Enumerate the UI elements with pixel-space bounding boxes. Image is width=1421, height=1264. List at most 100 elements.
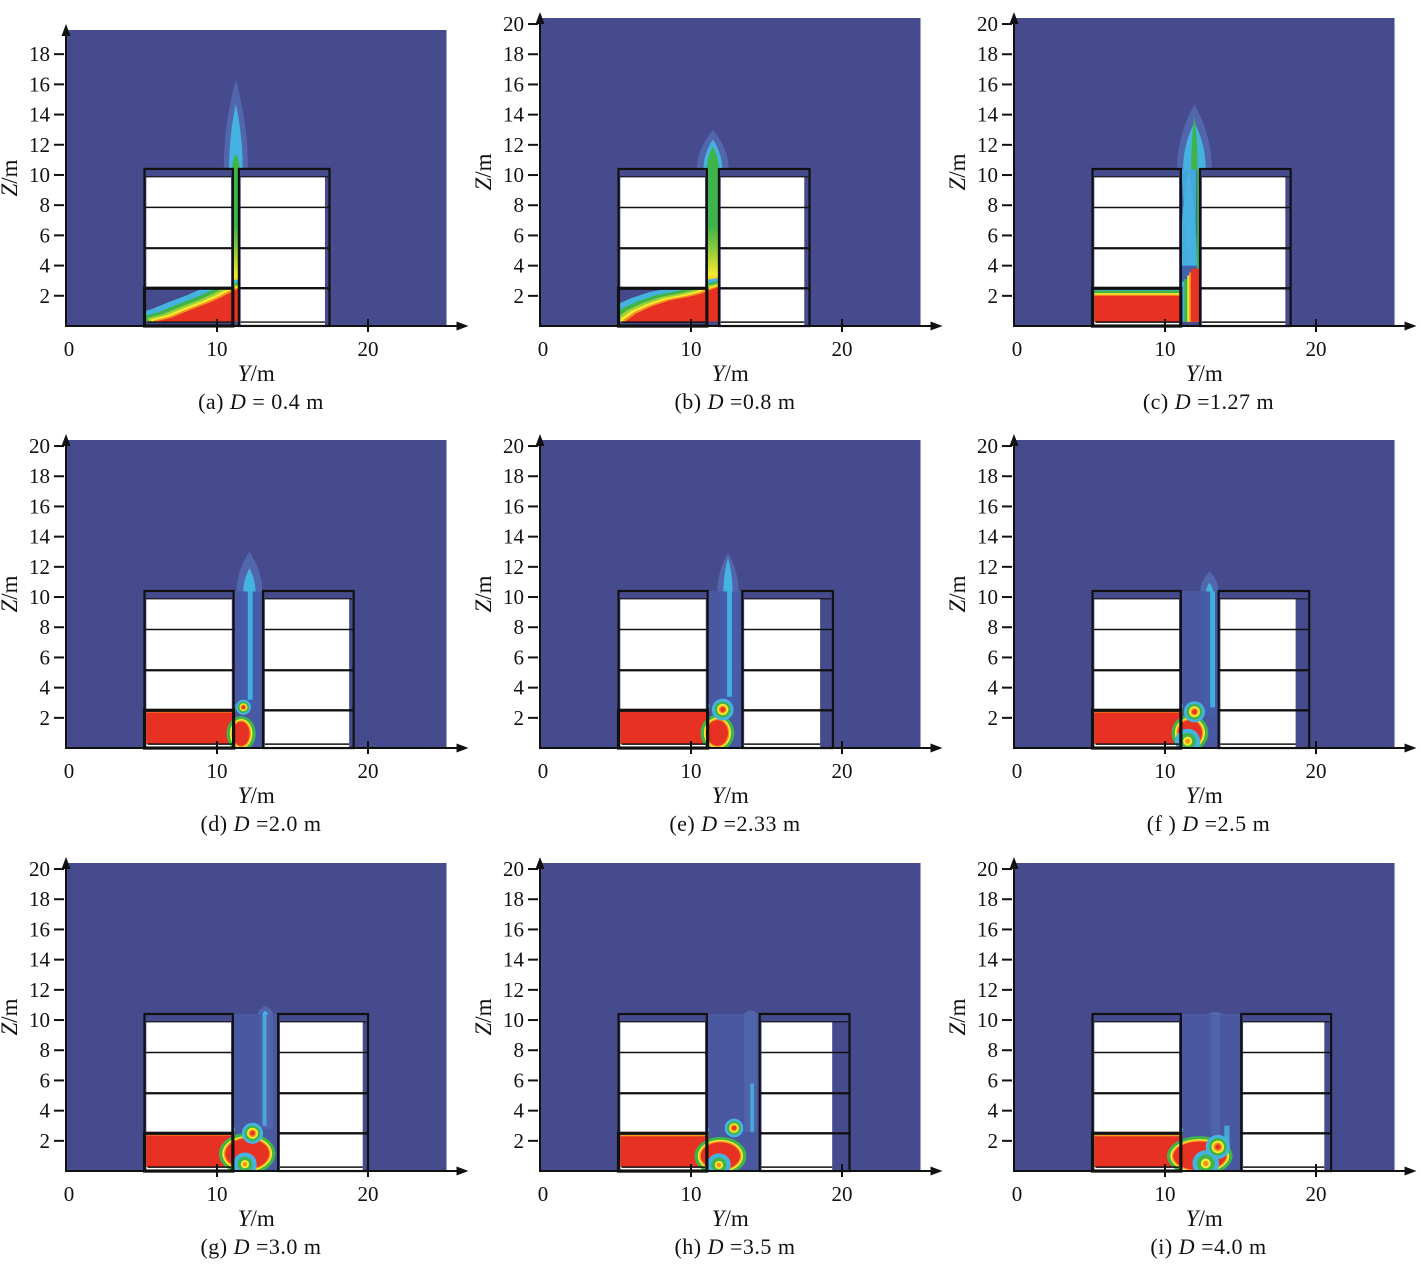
y-tick-label: 4 (40, 1099, 51, 1123)
y-tick-label: 18 (29, 464, 50, 488)
y-tick-label: 20 (29, 857, 50, 881)
y-tick-label: 8 (514, 615, 525, 639)
x-tick-label: 20 (1306, 1182, 1327, 1206)
y-tick-label: 10 (977, 585, 998, 609)
y-tick-label: 4 (988, 676, 999, 700)
x-tick-label: 20 (832, 337, 853, 361)
y-tick-label: 14 (503, 103, 525, 127)
y-tick-label: 6 (988, 1068, 999, 1092)
caption-variable: D (1178, 1234, 1196, 1259)
y-tick-label: 16 (29, 917, 50, 941)
y-axis-label: Z/m (948, 153, 970, 190)
x-tick-label: 20 (1306, 337, 1327, 361)
x-tick-label: 0 (538, 1182, 549, 1206)
y-tick-label: 16 (503, 917, 524, 941)
panel-h: 2 4 6 8 10 12 14 16 18 20 0 10 20 Y/m Z/m (h) D =3.5 m (474, 841, 948, 1264)
caption-text: (a) (198, 389, 230, 414)
y-tick-label: 2 (988, 706, 999, 730)
y-axis-label: Z/m (474, 575, 496, 612)
y-tick-label: 10 (977, 163, 998, 187)
y-tick-label: 4 (988, 254, 999, 278)
x-tick-label: 0 (1012, 759, 1023, 783)
caption-variable: D (230, 389, 247, 414)
contour-plot-g: 2 4 6 8 10 12 14 16 18 20 0 10 20 Y/m Z/m (0, 857, 469, 1231)
panel-caption-d: (d) D =2.0 m (0, 810, 474, 841)
y-tick-label: 10 (503, 163, 524, 187)
axes: 2 4 6 8 10 12 14 16 18 0 10 20 Y/m Z/m (0, 24, 469, 386)
y-tick-label: 14 (503, 525, 525, 549)
x-tick-label: 0 (64, 759, 75, 783)
y-tick-label: 8 (514, 193, 525, 217)
y-tick-label: 4 (514, 254, 525, 278)
axes: 2 4 6 8 10 12 14 16 18 20 0 10 20 Y/m Z/m (948, 434, 1417, 808)
canyon-plume (260, 1014, 273, 1129)
contour-plot-b: 2 4 6 8 10 12 14 16 18 20 0 10 20 Y/m Z/m (474, 12, 943, 386)
roof-plume (697, 129, 729, 170)
y-tick-label: 12 (503, 133, 524, 157)
x-tick-label: 10 (1155, 337, 1176, 361)
y-tick-label: 18 (503, 42, 524, 66)
y-tick-label: 4 (40, 676, 51, 700)
roof-plume (236, 551, 263, 592)
y-tick-label: 4 (514, 676, 525, 700)
x-axis-label: Y/m (238, 1206, 275, 1231)
y-tick-label: 8 (988, 193, 999, 217)
y-tick-label: 10 (503, 1008, 524, 1032)
y-tick-label: 16 (29, 494, 50, 518)
y-tick-label: 4 (514, 1099, 525, 1123)
caption-value: =3.0 m (250, 1234, 322, 1259)
y-tick-label: 16 (977, 494, 998, 518)
y-tick-label: 4 (988, 1099, 999, 1123)
fire-region (146, 279, 239, 326)
contour-plot-e: 2 4 6 8 10 12 14 16 18 20 0 10 20 Y/m Z/m (474, 434, 943, 808)
y-axis-label: Z/m (0, 998, 22, 1035)
y-tick-label: 14 (977, 103, 999, 127)
y-tick-label: 2 (40, 284, 51, 308)
y-tick-label: 18 (29, 887, 50, 911)
y-tick-label: 6 (514, 1068, 525, 1092)
building-outlines (1090, 167, 1292, 328)
x-tick-label: 0 (64, 1182, 75, 1206)
caption-value: =0.8 m (724, 389, 796, 414)
y-tick-label: 6 (40, 223, 51, 247)
y-tick-label: 6 (988, 223, 999, 247)
y-tick-label: 2 (514, 284, 525, 308)
panel-d: 2 4 6 8 10 12 14 16 18 20 0 10 20 Y/m Z/m (d) D =2.0 m (0, 419, 474, 841)
y-tick-label: 2 (988, 284, 999, 308)
x-axis-label: Y/m (712, 1206, 749, 1231)
y-tick-label: 20 (29, 434, 50, 458)
y-tick-label: 16 (977, 917, 998, 941)
caption-variable: D (1182, 811, 1199, 836)
caption-value: =1.27 m (1191, 389, 1275, 414)
panel-g: 2 4 6 8 10 12 14 16 18 20 0 10 20 Y/m Z/m (g) D =3.0 m (0, 841, 474, 1264)
x-axis-label: Y/m (1186, 1206, 1223, 1231)
axes: 2 4 6 8 10 12 14 16 18 20 0 10 20 Y/m Z/m (474, 434, 943, 808)
caption-variable: D (707, 389, 724, 414)
y-tick-label: 12 (503, 555, 524, 579)
panel-caption-g: (g) D =3.0 m (0, 1233, 474, 1264)
roof-plume (717, 553, 739, 592)
y-tick-label: 18 (29, 42, 50, 66)
buildings (146, 176, 325, 326)
panel-caption-f: (f ) D =2.5 m (948, 810, 1421, 841)
axes: 2 4 6 8 10 12 14 16 18 20 0 10 20 Y/m Z/m (948, 12, 1417, 386)
caption-text: (g) (200, 1234, 234, 1259)
x-tick-label: 0 (538, 337, 549, 361)
y-tick-label: 8 (988, 615, 999, 639)
y-tick-label: 18 (977, 887, 998, 911)
contour-plot-h: 2 4 6 8 10 12 14 16 18 20 0 10 20 Y/m Z/m (474, 857, 943, 1231)
y-tick-label: 10 (29, 163, 50, 187)
panel-caption-i: (i) D =4.0 m (948, 1233, 1421, 1264)
roof-plume (1208, 1011, 1224, 1015)
y-tick-label: 18 (977, 42, 998, 66)
y-tick-label: 10 (29, 1008, 50, 1032)
y-tick-label: 16 (29, 72, 50, 96)
caption-variable: D (707, 1234, 724, 1259)
axes: 2 4 6 8 10 12 14 16 18 20 0 10 20 Y/m Z/m (948, 857, 1417, 1231)
axes: 2 4 6 8 10 12 14 16 18 20 0 10 20 Y/m Z/m (474, 12, 943, 386)
y-tick-label: 10 (503, 585, 524, 609)
y-axis-label: Z/m (0, 159, 22, 196)
x-axis-label: Y/m (238, 783, 275, 808)
x-tick-label: 0 (538, 759, 549, 783)
x-axis-label: Y/m (1186, 361, 1223, 386)
